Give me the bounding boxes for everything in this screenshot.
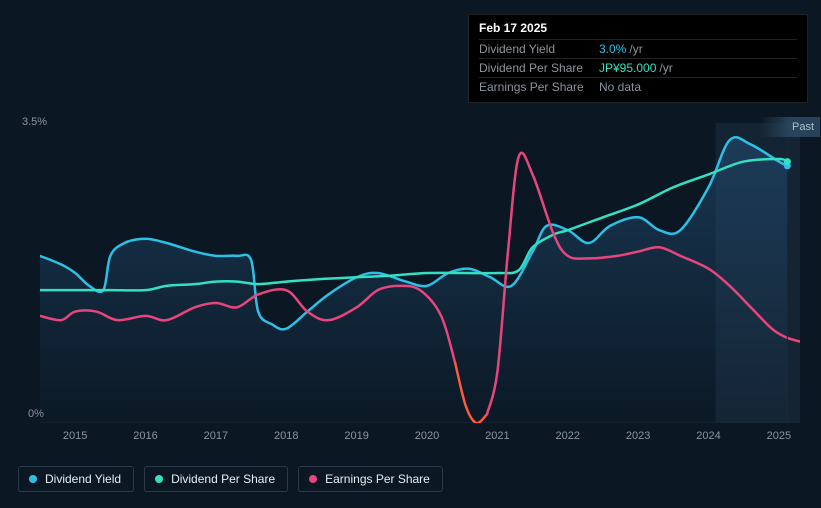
plot-svg xyxy=(40,123,800,423)
legend-item-dividend-per-share[interactable]: Dividend Per Share xyxy=(144,466,288,492)
x-tick: 2024 xyxy=(696,430,720,442)
x-tick: 2015 xyxy=(63,430,87,442)
tooltip-label: Earnings Per Share xyxy=(479,80,599,94)
x-tick: 2022 xyxy=(556,430,580,442)
x-axis: 2015 2016 2017 2018 2019 2020 2021 2022 2023 2024… xyxy=(40,430,800,450)
tooltip-value: 3.0% xyxy=(599,42,626,56)
tooltip-row: Earnings Per Share No data xyxy=(479,77,797,96)
x-tick: 2025 xyxy=(767,430,791,442)
legend-label: Earnings Per Share xyxy=(325,472,430,486)
tooltip-date: Feb 17 2025 xyxy=(479,21,797,39)
tooltip-unit: /yr xyxy=(659,61,672,75)
x-tick: 2019 xyxy=(344,430,368,442)
x-tick: 2021 xyxy=(485,430,509,442)
x-tick: 2018 xyxy=(274,430,298,442)
x-tick: 2020 xyxy=(415,430,439,442)
legend-dot xyxy=(309,475,317,483)
plot-area[interactable]: Past xyxy=(40,123,800,423)
x-tick: 2017 xyxy=(204,430,228,442)
x-tick: 2016 xyxy=(133,430,157,442)
tooltip-unit: /yr xyxy=(629,42,642,56)
legend: Dividend Yield Dividend Per Share Earnin… xyxy=(18,466,443,492)
tooltip-label: Dividend Yield xyxy=(479,42,599,56)
legend-dot xyxy=(29,475,37,483)
tooltip-row: Dividend Yield 3.0% /yr xyxy=(479,39,797,58)
legend-item-dividend-yield[interactable]: Dividend Yield xyxy=(18,466,134,492)
chart-tooltip: Feb 17 2025 Dividend Yield 3.0% /yr Divi… xyxy=(468,14,808,103)
past-badge: Past xyxy=(760,117,820,137)
tooltip-value: No data xyxy=(599,80,641,94)
legend-label: Dividend Per Share xyxy=(171,472,275,486)
dividend-chart: Feb 17 2025 Dividend Yield 3.0% /yr Divi… xyxy=(0,0,821,508)
x-tick: 2023 xyxy=(626,430,650,442)
tooltip-row: Dividend Per Share JP¥95.000 /yr xyxy=(479,58,797,77)
legend-item-earnings-per-share[interactable]: Earnings Per Share xyxy=(298,466,443,492)
tooltip-label: Dividend Per Share xyxy=(479,61,599,75)
legend-label: Dividend Yield xyxy=(45,472,121,486)
legend-dot xyxy=(155,475,163,483)
tooltip-value: JP¥95.000 xyxy=(599,61,656,75)
